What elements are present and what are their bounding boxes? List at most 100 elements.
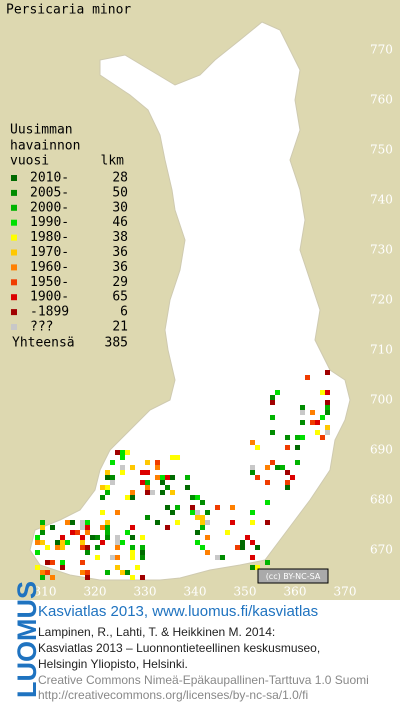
square [105,490,110,495]
square [80,570,85,575]
east-label: 370 [334,585,357,599]
square [310,420,315,425]
square [95,555,100,560]
legend-swatch [11,234,17,241]
square [40,570,45,575]
square [170,455,175,460]
legend-count-header: lkm [101,154,125,169]
square [115,450,120,455]
square [215,505,220,510]
legend-count: 36 [112,260,128,275]
square [60,565,65,570]
square [225,530,230,535]
legend-label: 1900- [30,290,69,305]
square [120,455,125,460]
square [75,530,80,535]
square [190,505,195,510]
square [170,490,175,495]
square [50,575,55,580]
square [325,400,330,405]
square [160,480,165,485]
legend-total-label: Yhteensä [12,336,75,351]
square [45,560,50,565]
square [250,555,255,560]
square [170,510,175,515]
square [140,470,145,475]
finland-outline [29,21,351,581]
square [45,545,50,550]
square [65,520,70,525]
square [80,520,85,525]
square [105,485,110,490]
license-badge: (cc) BY-NC-SA [257,568,329,584]
legend-label: 2000- [30,200,69,215]
square [140,550,145,555]
square [85,550,90,555]
square [45,570,50,575]
square [165,485,170,490]
citation-line: Helsingin Yliopisto, Helsinki. [38,657,188,671]
square [80,545,85,550]
legend-header: vuosi [10,154,49,169]
square [55,545,60,550]
east-label: 320 [84,585,107,599]
square [140,480,145,485]
square [195,530,200,535]
square [300,405,305,410]
legend-swatch [11,204,17,211]
square [120,470,125,475]
square [60,545,65,550]
square [155,465,160,470]
square [85,530,90,535]
square [265,480,270,485]
badge-box [257,568,329,584]
square [130,535,135,540]
east-label: 350 [234,585,257,599]
legend-count: 46 [112,215,128,230]
square [265,500,270,505]
square [145,485,150,490]
square [115,510,120,515]
square [160,490,165,495]
square [40,520,45,525]
square [140,555,145,560]
square [135,565,140,570]
square [195,515,200,520]
legend-label: 2010- [30,171,69,186]
square [285,485,290,490]
square [35,565,40,570]
square [110,480,115,485]
legend-count: 38 [112,230,128,245]
legend-label: 1970- [30,245,69,260]
square [165,475,170,480]
legend-header: havainnon [10,139,80,154]
square [250,440,255,445]
square [40,525,45,530]
square [80,535,85,540]
square [50,560,55,565]
square [285,470,290,475]
square [155,520,160,525]
square [325,425,330,430]
square [65,540,70,545]
square [200,515,205,520]
north-label: 730 [370,243,393,257]
square [160,475,165,480]
north-label: 670 [370,543,393,557]
square [120,570,125,575]
square [155,460,160,465]
square [255,565,260,570]
square [295,435,300,440]
square [40,575,45,580]
legend-label: 2005- [30,185,69,200]
square [145,515,150,520]
square [315,430,320,435]
square [300,410,305,415]
square [85,545,90,550]
square [145,470,150,475]
square [220,555,225,560]
square [115,565,120,570]
north-label: 700 [370,393,393,407]
square [245,535,250,540]
